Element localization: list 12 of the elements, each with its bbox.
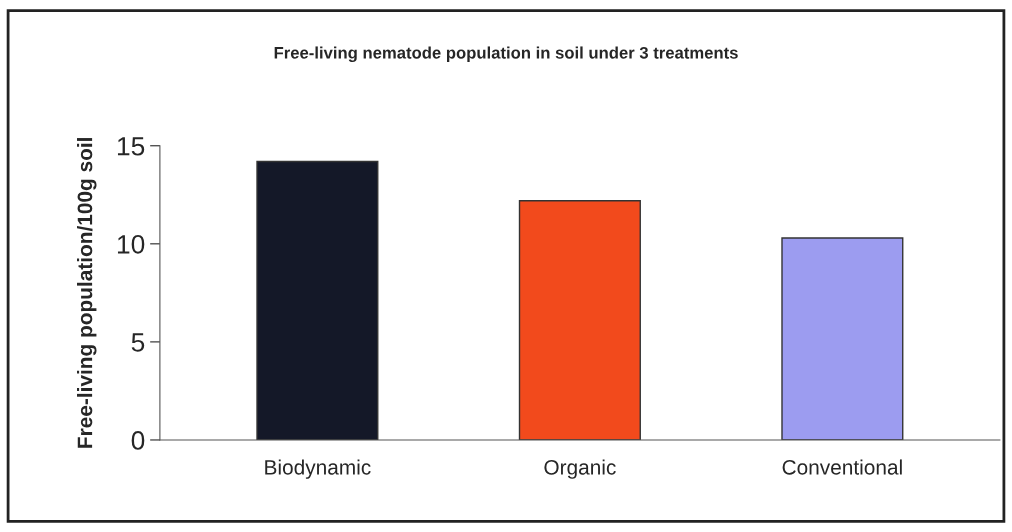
y-tick-label: 5 [131,333,145,352]
bar [518,199,641,440]
y-tick-label: 15 [117,137,145,156]
x-tick-label: Conventional [782,459,902,475]
x-tick-label: Biodynamic [265,459,371,479]
x-tick-label: Organic [544,459,616,479]
bar [256,160,379,440]
bar [781,237,904,440]
y-tick-label: 10 [117,234,145,254]
chart-title: Free-living nematode population in soil under 3 treatments [274,46,738,63]
y-tick-label: 0 [131,431,145,450]
y-axis-title: Free-living population/100g soil [77,138,97,448]
